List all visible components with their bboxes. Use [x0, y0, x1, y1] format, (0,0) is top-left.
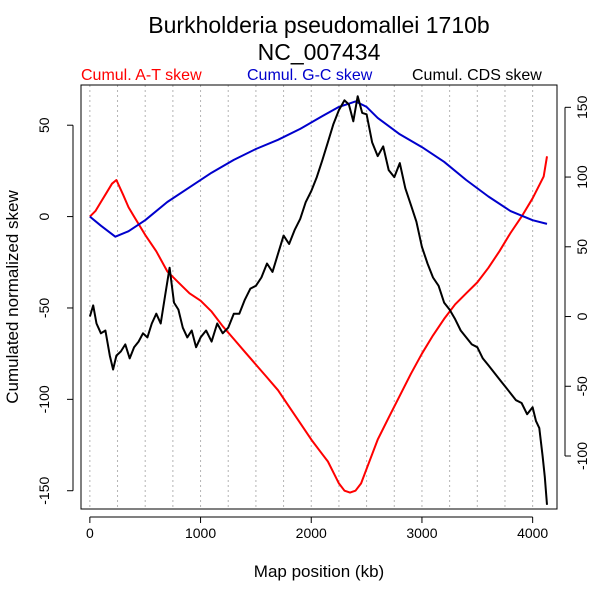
plot-frame — [80, 84, 558, 510]
series-line-cumul-cds-skew — [88, 95, 548, 505]
y2-tick-label: 150 — [574, 95, 590, 119]
x-tick-label: 4000 — [517, 525, 548, 541]
x-axis: 0 1000 2000 3000 4000 — [86, 516, 548, 541]
legend-cds-skew: Cumul. CDS skew — [412, 67, 542, 84]
x-tick-label: 0 — [86, 525, 94, 541]
chart-title: Burkholderia pseudomallei 1710b — [148, 12, 489, 38]
y-axis-label: Cumulated normalized skew — [3, 190, 22, 404]
y2-tick-label: -100 — [574, 442, 590, 470]
y-tick-label: -50 — [36, 298, 52, 318]
legend-at-skew: Cumul. A-T skew — [81, 67, 202, 84]
y-axis-right: -100 -50 0 50 100 150 — [564, 95, 590, 470]
legend-gc-skew: Cumul. G-C skew — [247, 67, 373, 84]
vertical-grid — [89, 85, 534, 509]
y2-tick-label: 100 — [574, 165, 590, 189]
x-tick-label: 2000 — [296, 525, 327, 541]
series-line-cumul-g-c-skew — [89, 100, 548, 238]
chart-subtitle: NC_007434 — [258, 39, 381, 65]
y-axis-left: -150 -100 -50 0 50 — [36, 117, 74, 505]
y2-tick-label: 0 — [574, 312, 590, 320]
y2-tick-label: 50 — [574, 239, 590, 255]
series-layer — [88, 95, 548, 505]
y-tick-label: -150 — [36, 477, 52, 505]
y-tick-label: 50 — [36, 117, 52, 133]
x-tick-label: 3000 — [406, 525, 437, 541]
x-axis-label: Map position (kb) — [254, 562, 384, 581]
series-line-cumul-a-t-skew — [89, 156, 548, 494]
x-tick-label: 1000 — [185, 525, 216, 541]
y-tick-label: -100 — [36, 385, 52, 413]
y2-tick-label: -50 — [574, 376, 590, 396]
y-tick-label: 0 — [36, 212, 52, 220]
